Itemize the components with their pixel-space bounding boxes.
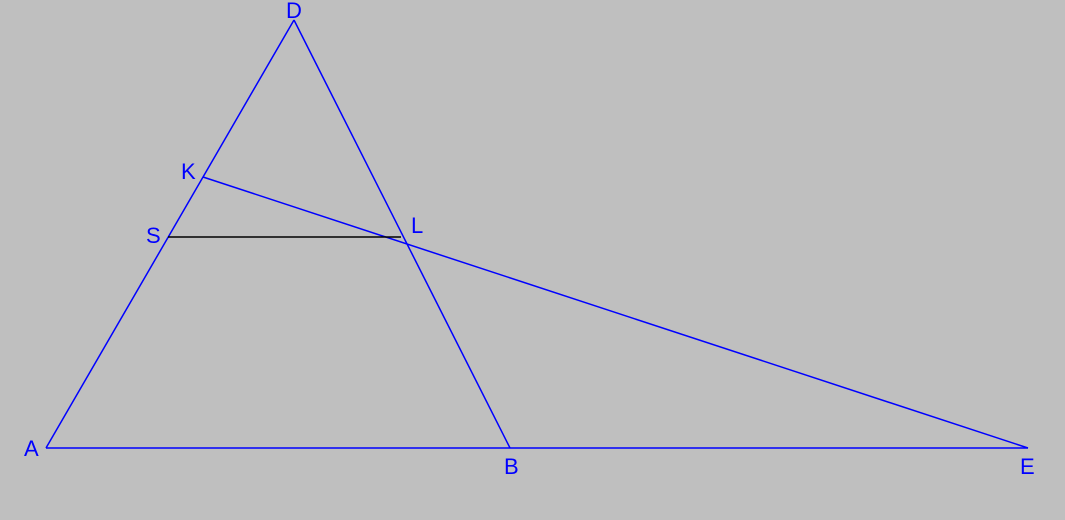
label-D: D [286, 0, 302, 23]
label-K: K [181, 159, 196, 184]
canvas-background [0, 0, 1065, 520]
label-S: S [146, 223, 161, 248]
label-A: A [24, 436, 39, 461]
geometry-canvas: A B E D K L S [0, 0, 1065, 520]
label-E: E [1020, 454, 1035, 479]
label-B: B [504, 454, 519, 479]
label-L: L [411, 213, 423, 238]
